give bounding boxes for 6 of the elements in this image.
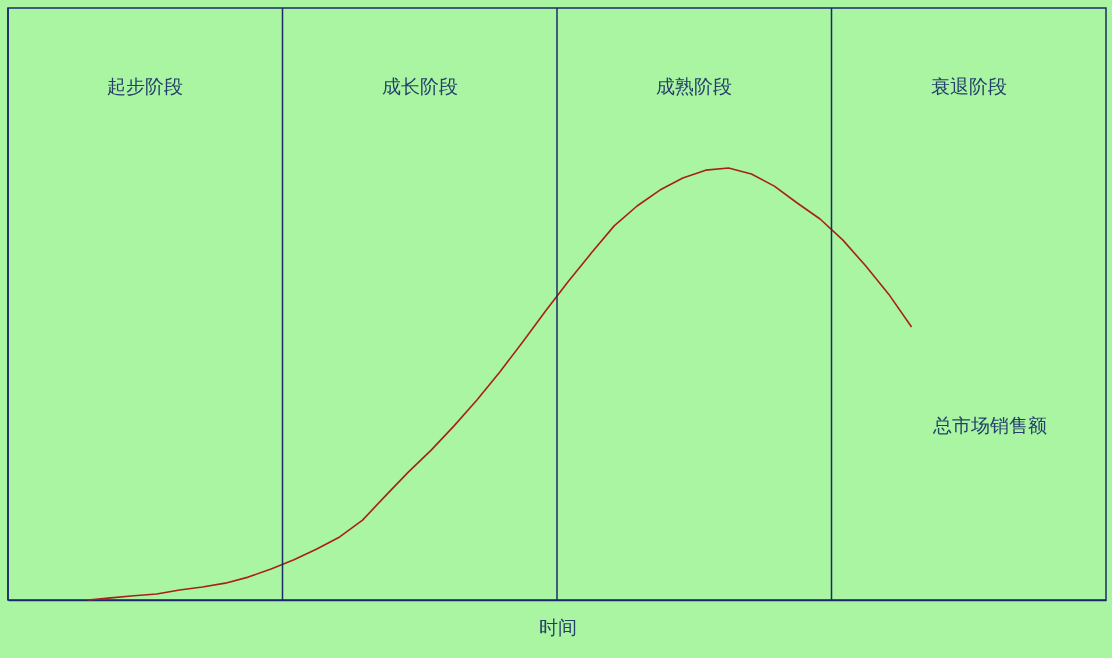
text: 起步阶段	[107, 75, 184, 97]
x-axis-title: 时间	[538, 615, 577, 638]
text: 成长阶段	[381, 75, 458, 97]
text: 衰退阶段	[930, 75, 1007, 97]
text: 总市场销售额	[931, 413, 1047, 436]
text: 成熟阶段	[656, 75, 733, 97]
